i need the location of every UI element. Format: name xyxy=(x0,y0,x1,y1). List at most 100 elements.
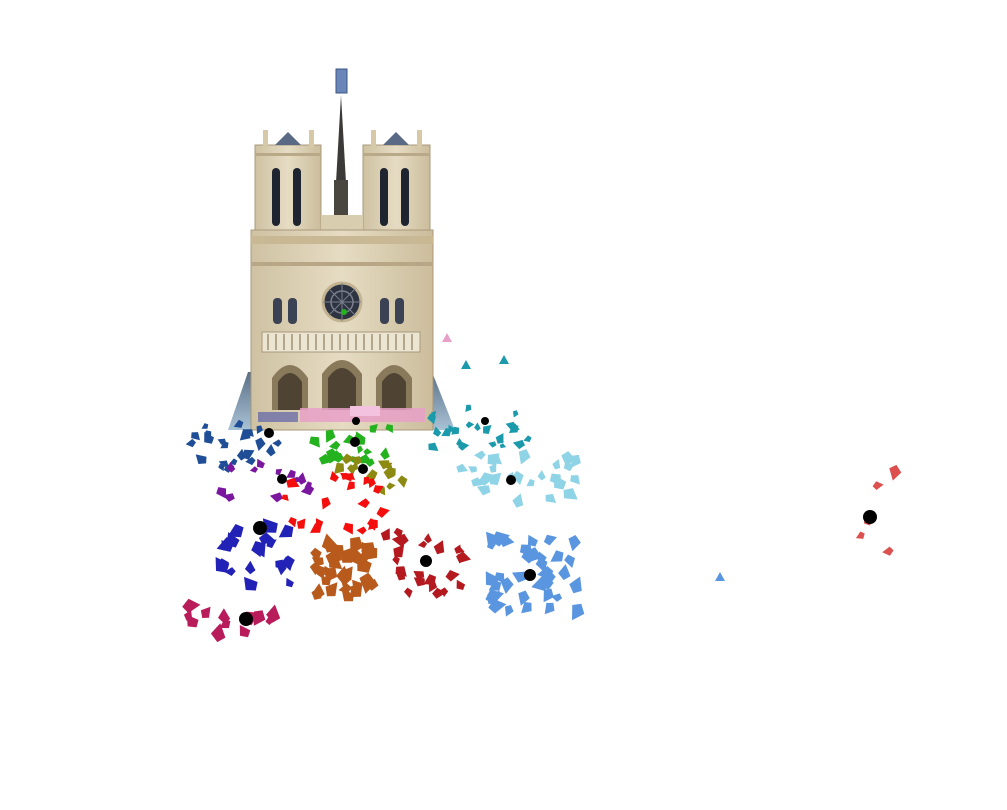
camera-marker-cornflower xyxy=(572,603,585,621)
camera-marker-navy xyxy=(201,423,209,429)
camera-marker-orange-brown xyxy=(361,542,376,561)
camera-marker-teal xyxy=(431,411,437,417)
camera-marker-orange-brown xyxy=(336,565,350,584)
camera-marker-teal xyxy=(474,422,481,431)
camera-marker-red xyxy=(368,478,376,489)
camera-marker-purple xyxy=(223,493,235,502)
camera-marker-teal xyxy=(433,426,442,437)
camera-marker-light-cyan xyxy=(487,453,500,466)
camera-marker-light-cyan xyxy=(471,477,484,487)
camera-marker-red xyxy=(321,497,331,510)
camera-marker-orange-brown xyxy=(352,579,362,589)
camera-marker-dark-red xyxy=(417,540,428,548)
camera-marker-light-cyan xyxy=(563,459,574,472)
camera-marker-orange-brown xyxy=(312,583,325,599)
camera-marker-light-cyan xyxy=(537,470,546,481)
camera-marker-orange-brown xyxy=(350,536,364,555)
camera-marker-light-cyan xyxy=(554,475,567,490)
camera-marker-olive xyxy=(385,462,393,469)
camera-marker-magenta xyxy=(183,609,193,621)
camera-marker-purple xyxy=(304,481,312,488)
camera-marker-dark-red xyxy=(433,540,445,555)
camera-marker-cornflower xyxy=(518,590,530,606)
spire-flag xyxy=(335,68,348,94)
camera-marker-teal xyxy=(428,442,439,451)
camera-marker-light-cyan xyxy=(474,450,486,460)
camera-marker-red xyxy=(357,498,370,509)
camera-marker-orange-brown xyxy=(341,589,354,602)
camera-marker-light-cyan xyxy=(481,472,493,483)
camera-marker-orange-brown xyxy=(338,583,352,594)
rose-window xyxy=(321,281,363,323)
cluster-centroid xyxy=(863,510,877,524)
camera-marker-dark-red xyxy=(432,587,446,599)
camera-marker-magenta xyxy=(219,619,231,629)
camera-marker-teal xyxy=(488,441,497,448)
camera-marker-olive xyxy=(386,482,396,490)
camera-marker-red xyxy=(288,517,297,528)
camera-marker-dark-red xyxy=(396,572,405,581)
camera-marker-green xyxy=(357,445,364,454)
camera-marker-dark-red xyxy=(445,570,460,582)
cluster-centroid xyxy=(358,464,368,474)
cluster-centroid xyxy=(277,474,287,484)
camera-marker-navy xyxy=(256,425,263,434)
camera-marker-orange-brown xyxy=(357,555,372,573)
camera-marker-cornflower xyxy=(569,576,582,594)
camera-marker-green xyxy=(369,424,378,433)
camera-marker-royal-blue xyxy=(244,576,258,591)
portals xyxy=(272,360,412,410)
camera-marker-royal-blue xyxy=(278,524,294,538)
camera-marker-navy xyxy=(195,454,207,464)
camera-marker-royal-blue xyxy=(286,577,294,588)
camera-marker-dark-red xyxy=(416,578,425,586)
camera-marker-magenta xyxy=(200,606,211,618)
camera-marker-red xyxy=(368,519,378,530)
camera-marker-cornflower xyxy=(500,577,514,594)
camera-marker-navy xyxy=(255,437,266,451)
camera-marker-purple xyxy=(249,466,258,473)
camera-marker-red xyxy=(376,507,390,518)
camera-marker-cornflower xyxy=(485,589,504,605)
camera-marker-green xyxy=(363,448,373,456)
camera-marker-olive xyxy=(341,453,356,465)
camera-marker-dark-red xyxy=(454,546,465,554)
camera-marker-dark-red xyxy=(456,551,471,563)
camera-marker-dark-red xyxy=(424,533,432,544)
camera-marker-navy xyxy=(245,429,254,437)
camera-marker-red xyxy=(373,485,384,494)
camera-marker-orange-brown xyxy=(359,572,376,594)
camera-marker-teal xyxy=(512,439,525,450)
spire xyxy=(335,95,347,200)
camera-marker-teal xyxy=(448,424,455,433)
camera-marker-magenta xyxy=(218,608,231,624)
camera-marker-cornflower xyxy=(543,588,554,603)
camera-marker-navy xyxy=(266,444,276,457)
camera-marker-light-cyan xyxy=(561,451,575,468)
camera-marker-dark-red xyxy=(456,579,466,590)
camera-marker-red xyxy=(346,481,355,491)
camera-marker-light-cyan xyxy=(489,463,497,473)
camera-marker-cornflower xyxy=(485,571,499,587)
camera-marker-teal xyxy=(523,435,532,442)
camera-marker-royal-blue xyxy=(244,560,256,575)
cluster-centroid xyxy=(352,417,360,425)
camera-marker-olive xyxy=(365,469,378,480)
camera-marker-dark-red xyxy=(393,544,405,558)
camera-marker-red xyxy=(363,476,370,486)
camera-marker-royal-blue xyxy=(215,557,230,573)
colonnade xyxy=(261,331,421,353)
camera-marker-navy xyxy=(218,463,225,472)
cluster-centroids xyxy=(239,417,877,626)
camera-marker-navy xyxy=(236,448,246,461)
camera-marker-magenta xyxy=(210,623,226,643)
camera-marker-navy xyxy=(204,430,212,439)
camera-marker-light-cyan xyxy=(526,479,535,487)
camera-marker-cornflower xyxy=(543,534,557,546)
left-tower xyxy=(254,130,322,241)
camera-marker-teal xyxy=(499,443,507,449)
camera-marker-green xyxy=(329,440,341,450)
camera-marker-light-cyan xyxy=(545,493,557,503)
crowd xyxy=(258,406,425,422)
